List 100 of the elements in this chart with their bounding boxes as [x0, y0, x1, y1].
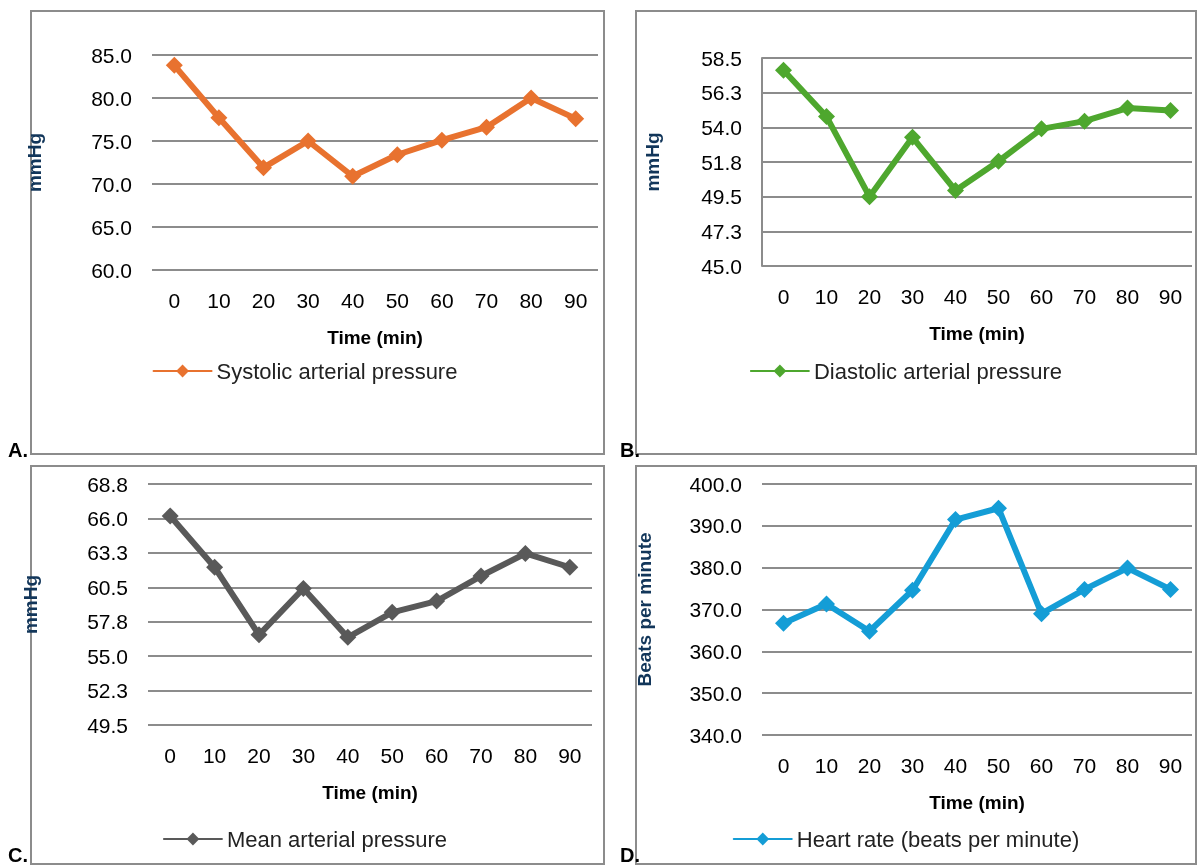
y-axis-title: mmHg [20, 574, 41, 635]
point [210, 109, 228, 127]
x-tick-label: 20 [857, 285, 882, 308]
x-tick-label: 50 [385, 289, 409, 312]
point [433, 131, 451, 149]
point [428, 592, 446, 610]
y-axis-title: mmHg [24, 132, 45, 193]
y-tick-label: 85.0 [91, 43, 132, 67]
y-axis-title: mmHg [642, 132, 663, 192]
point [294, 580, 312, 598]
text: C. [8, 844, 28, 866]
x-tick-label: 80 [513, 744, 538, 767]
x-tick-label: 60 [424, 744, 449, 767]
y-tick-label: 47.3 [701, 219, 742, 243]
x-tick-label: 30 [900, 754, 925, 777]
x-tick-label: 80 [1115, 754, 1140, 777]
point [250, 626, 268, 644]
y-tick-label: 370.0 [689, 598, 742, 621]
point [861, 188, 878, 206]
x-axis-title: Time (min) [929, 323, 1025, 344]
x-tick-label: 90 [564, 289, 588, 312]
y-tick-label: 400.0 [689, 472, 742, 496]
x-tick-label: 70 [474, 289, 499, 312]
point [478, 118, 495, 136]
x-tick-label: 30 [296, 289, 320, 312]
legend-label: Diastolic arterial pressure [813, 358, 1063, 384]
x-tick-label: 30 [900, 285, 925, 308]
y-tick-label: 45.0 [701, 254, 742, 278]
point [472, 567, 490, 585]
x-tick-label: 80 [519, 289, 543, 312]
point [1076, 580, 1093, 598]
point [947, 182, 964, 199]
point [990, 152, 1007, 170]
point [1033, 120, 1050, 138]
y-tick-label: 63.3 [87, 541, 128, 565]
y-tick-label: 49.5 [87, 713, 128, 737]
y-tick-label: 52.3 [87, 679, 128, 703]
x-tick-label: 10 [207, 289, 231, 312]
x-tick-label: 20 [251, 289, 276, 312]
point [818, 595, 835, 613]
x-tick-label: 70 [469, 744, 493, 767]
point [1162, 101, 1179, 119]
y-tick-label: 70.0 [91, 172, 132, 196]
point [561, 558, 579, 576]
x-tick-label: 10 [814, 754, 839, 777]
x-tick-label: 70 [1072, 285, 1097, 308]
x-tick-label: 60 [1029, 754, 1054, 777]
point [255, 159, 272, 177]
x-tick-label: 50 [986, 754, 1011, 777]
y-axis-title: Beats per minute [634, 532, 655, 687]
point [388, 146, 406, 164]
x-tick-label: 40 [341, 289, 365, 312]
x-tick-label: 90 [1158, 754, 1183, 777]
point [516, 544, 534, 562]
point [1076, 112, 1093, 130]
x-tick-label: 0 [164, 744, 177, 767]
y-tick-label: 55.0 [87, 644, 128, 668]
y-tick-label: 66.0 [87, 506, 128, 530]
x-tick-label: 40 [943, 754, 968, 777]
legend-label: Systolic arterial pressure [216, 358, 458, 384]
y-tick-label: 57.8 [87, 610, 128, 634]
point [567, 110, 585, 128]
x-tick-label: 50 [986, 285, 1011, 308]
point [1162, 580, 1179, 598]
point [383, 603, 401, 621]
y-tick-label: 350.0 [689, 681, 742, 705]
x-tick-label: 20 [247, 744, 271, 767]
y-tick-label: 75.0 [91, 129, 132, 153]
y-tick-label: 390.0 [689, 514, 742, 538]
text: A. [8, 439, 28, 461]
text: B. [620, 439, 640, 461]
point [904, 128, 921, 146]
x-tick-label: 10 [814, 285, 839, 308]
point [165, 56, 183, 74]
x-tick-label: 0 [168, 289, 181, 312]
x-tick-label: 0 [777, 754, 790, 777]
text: D. [620, 844, 640, 866]
y-tick-label: 56.3 [701, 81, 742, 105]
x-axis-title: Time (min) [327, 327, 423, 348]
x-tick-label: 0 [777, 285, 790, 308]
point [990, 499, 1007, 517]
x-tick-label: 90 [558, 744, 582, 767]
y-tick-label: 60.5 [87, 575, 128, 599]
point [818, 108, 835, 126]
point [161, 507, 179, 525]
point [775, 61, 792, 79]
x-tick-label: 60 [430, 289, 454, 312]
legend-label: Mean arterial pressure [226, 826, 448, 852]
x-tick-label: 40 [943, 285, 968, 308]
point [775, 614, 792, 632]
point [339, 628, 357, 646]
y-tick-label: 60.0 [91, 258, 132, 282]
point [299, 132, 317, 150]
point [522, 89, 540, 107]
point [206, 558, 224, 576]
y-tick-label: 380.0 [689, 556, 742, 580]
x-tick-label: 50 [380, 744, 404, 767]
x-tick-label: 90 [1158, 285, 1183, 308]
x-tick-label: 70 [1072, 754, 1097, 777]
y-tick-label: 68.8 [87, 472, 128, 496]
